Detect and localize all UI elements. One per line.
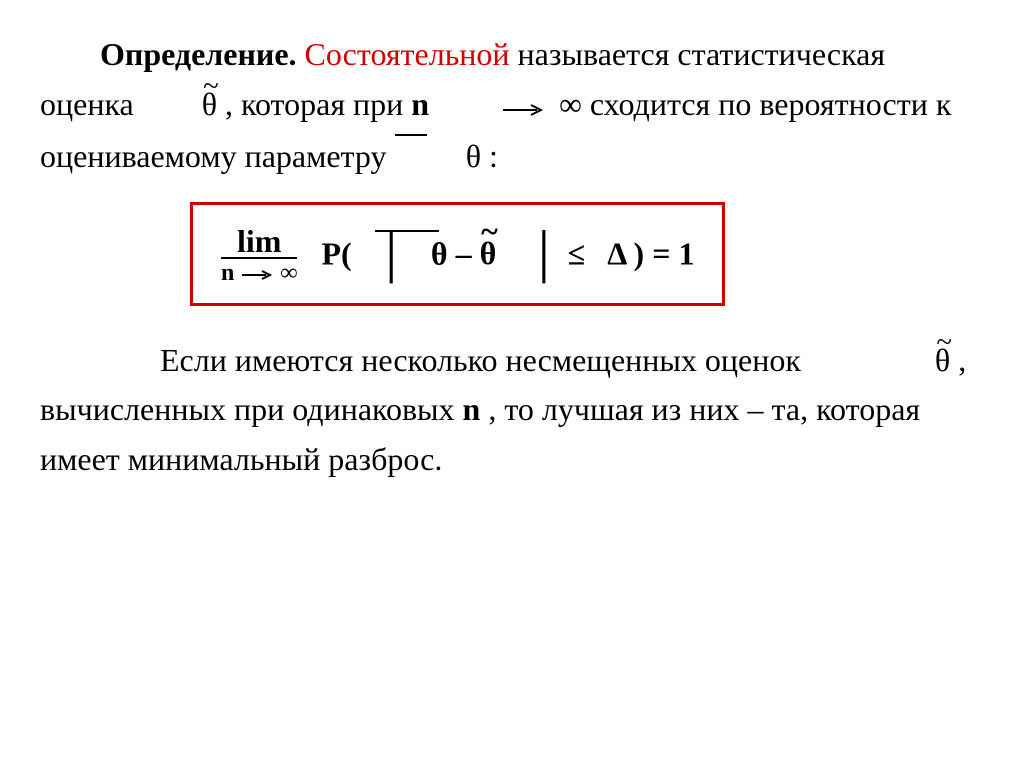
infinity-symbol: ∞: [559, 86, 582, 122]
p-open: P(: [321, 235, 351, 271]
arrow-icon: [441, 82, 547, 132]
lim-text: lim: [237, 223, 281, 259]
formula-container: lim n ∞ P( │ θ –: [190, 202, 984, 306]
arrow-icon: [240, 260, 274, 289]
text-segment: , которая при: [225, 86, 411, 122]
leq-symbol: ≤: [567, 235, 585, 271]
minus: –: [456, 235, 480, 271]
delta-symbol: Δ: [607, 235, 625, 271]
theta-bar-symbol: θ: [431, 235, 448, 271]
formula-box: lim n ∞ P( │ θ –: [190, 202, 725, 306]
theta-bar-symbol: θ: [395, 132, 482, 182]
theta-tilde-symbol: θ: [142, 80, 217, 130]
n-symbol: n: [411, 86, 429, 122]
text-segment: Если имеются несколько несмещенных оцено…: [160, 342, 809, 378]
colon: :: [489, 138, 498, 174]
close-eq-one: ) = 1: [634, 235, 695, 271]
theta-tilde-symbol: θ: [480, 229, 497, 279]
slide-content: Определение. Состоятельной называется ст…: [0, 0, 1024, 504]
second-paragraph: Если имеются несколько несмещенных оцено…: [40, 336, 984, 485]
definition-paragraph: Определение. Состоятельной называется ст…: [40, 30, 984, 182]
lim-sub-n: n: [221, 260, 234, 286]
limit-block: lim n ∞: [221, 225, 297, 289]
theta-tilde-symbol: θ: [815, 336, 950, 386]
lim-sub-infty: ∞: [280, 260, 297, 286]
n-symbol: n: [463, 391, 481, 427]
term-consistent: Состоятельной: [305, 36, 510, 72]
